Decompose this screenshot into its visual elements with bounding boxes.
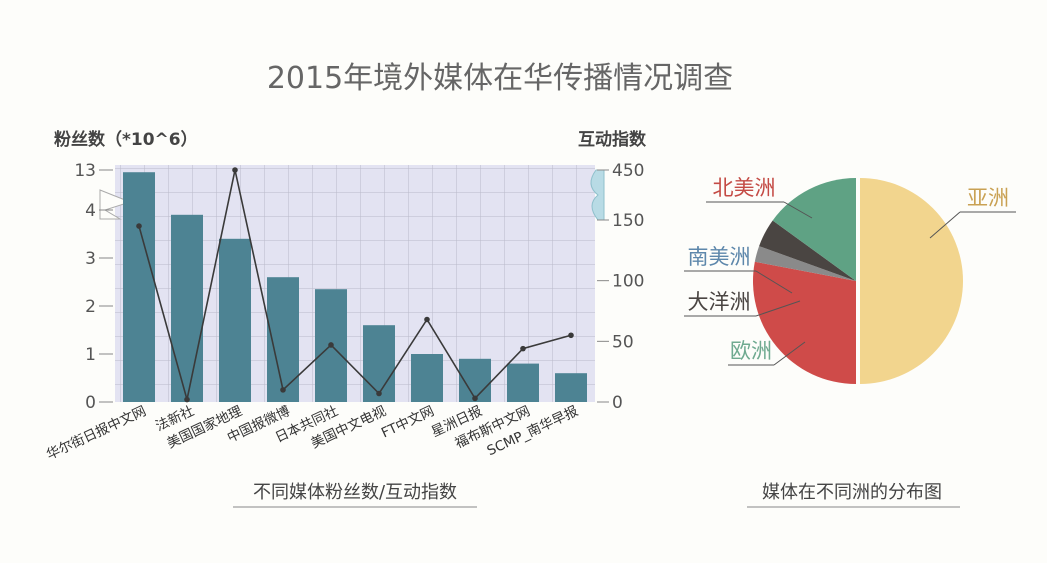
pie-label-1: 北美洲: [713, 176, 776, 200]
pie-chart-caption: 媒体在不同洲的分布图: [762, 482, 942, 503]
line-point-3: [280, 387, 286, 393]
line-point-4: [328, 342, 334, 348]
pie-leader-line: [783, 201, 813, 219]
pie-slice-4: [772, 178, 856, 281]
left-tick-label: 0: [85, 393, 96, 413]
left-ticks: 0 1 2 3 4 13: [74, 161, 113, 413]
x-labels: 华尔街日报中文网 法新社美国国家地理中国报微博日本共同社美国中文电视FT中文网星洲…: [44, 402, 581, 463]
left-tick-label: 4: [85, 201, 96, 221]
line-point-2: [232, 167, 238, 173]
pie-leader-line: [773, 341, 806, 366]
bar-chart-caption: 不同媒体粉丝数/互动指数: [253, 482, 457, 503]
right-tick-label: 50: [612, 332, 634, 352]
x-label-6: FT中文网: [379, 403, 437, 441]
line-point-9: [568, 332, 574, 339]
left-tick-label: 3: [85, 249, 96, 269]
pie-label-0: 亚洲: [967, 186, 1009, 210]
right-tick-label: 0: [612, 393, 623, 413]
engagement-line-path: [138, 169, 572, 400]
line-point-8: [520, 345, 526, 352]
pie-label-2: 南美洲: [688, 245, 751, 269]
line-point-1: [184, 396, 190, 403]
x-label-0: 华尔街日报中文网: [44, 403, 149, 463]
pie-slices: [753, 178, 963, 384]
bar-line-chart: 粉丝数（*10^6） 互动指数 0 1 2 3 4 13 0 50 100 150 450 华尔街…: [44, 129, 647, 508]
left-axis-label: 粉丝数（*10^6）: [54, 129, 198, 150]
pie-label-4: 欧洲: [730, 339, 772, 363]
line-point-6: [424, 316, 430, 323]
line-point-5: [376, 390, 382, 397]
page-title: 2015年境外媒体在华传播情况调查: [267, 61, 733, 96]
right-tick-label: 100: [612, 272, 644, 292]
pie-leader-line: [755, 270, 793, 294]
bar-8: [507, 363, 539, 402]
pie-slice-1: [753, 261, 856, 384]
left-tick-label: 2: [85, 297, 96, 317]
bar-2: [219, 238, 251, 402]
bar-1: [171, 214, 203, 402]
bar-0: [123, 172, 155, 402]
right-ticks: 0 50 100 150 450: [597, 161, 644, 413]
bar-6: [411, 354, 443, 402]
left-tick-label: 13: [74, 161, 96, 181]
pie-leader-line: [755, 300, 801, 317]
engagement-line: [136, 167, 574, 403]
pie-slice-2: [754, 246, 856, 281]
pie-slice-0: [860, 178, 963, 384]
bar-9: [555, 373, 587, 402]
pie-slice-3: [759, 220, 856, 281]
line-point-7: [472, 395, 478, 402]
line-point-0: [136, 223, 142, 229]
pie-leader-line: [929, 211, 961, 239]
bars: [123, 172, 587, 402]
bar-5: [363, 325, 395, 402]
pie-label-3: 大洋洲: [688, 290, 751, 314]
left-tick-label: 1: [85, 345, 96, 365]
right-axis-label: 互动指数: [578, 129, 647, 150]
right-tick-label: 150: [612, 211, 644, 231]
right-tick-label: 450: [612, 161, 644, 181]
